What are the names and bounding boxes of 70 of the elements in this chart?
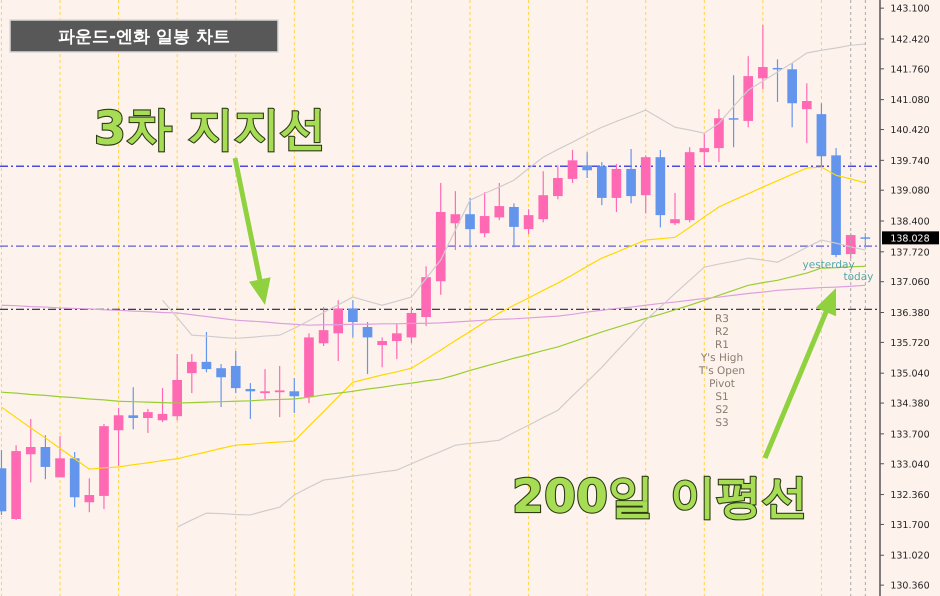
candlestick (128, 386, 138, 430)
candlestick (362, 321, 372, 375)
annotation: S3 (715, 417, 729, 429)
candlestick (158, 388, 168, 423)
candlestick (480, 191, 490, 238)
candlestick (202, 331, 212, 373)
candlestick (186, 354, 197, 394)
annotation: Pivot (709, 378, 735, 390)
y-tick-label: 137.060 (890, 277, 930, 288)
y-tick-label: 143.100 (890, 4, 930, 15)
annotation: R2 (715, 326, 729, 338)
candlestick (582, 152, 592, 179)
y-tick-label: 130.360 (890, 580, 930, 592)
y-tick-label: 138.400 (890, 216, 930, 228)
y-tick-label: 139.740 (890, 156, 930, 167)
y-tick-label: 137.720 (890, 247, 930, 258)
candlestick (758, 24, 768, 90)
candlestick (772, 58, 782, 102)
y-tick-label: 131.020 (890, 550, 930, 562)
candlestick (289, 378, 300, 414)
candlestick (450, 190, 460, 251)
text: 파운드-엔화 일봉 차트 (58, 27, 230, 47)
y-tick-label: 141.080 (890, 95, 930, 106)
candlestick (55, 436, 65, 478)
candlestick (524, 208, 534, 235)
candlestick (377, 336, 387, 368)
y-tick-label: 133.700 (890, 429, 930, 440)
annotation: R3 (715, 313, 729, 325)
candlestick (392, 322, 402, 360)
candlestick (26, 418, 36, 483)
candlestick (246, 382, 256, 420)
annotation: T's Open (698, 365, 746, 377)
y-tick-label: 139.080 (890, 186, 930, 197)
candlestick (728, 74, 738, 148)
candlestick (802, 82, 812, 144)
annotation: Y's High (700, 352, 744, 364)
y-tick-label: 140.420 (890, 125, 930, 136)
candlestick (318, 306, 328, 347)
line-series (0, 284, 866, 326)
candlestick (216, 364, 226, 408)
annotation: today (844, 271, 874, 283)
y-tick-label: 134.380 (890, 398, 930, 410)
candlestick (568, 149, 578, 184)
y-tick-label: 136.380 (890, 308, 930, 319)
y-tick-label: 132.360 (890, 490, 930, 502)
candlestick (114, 407, 124, 467)
annotation: R1 (715, 339, 729, 351)
candlestick (143, 408, 153, 434)
candlestick (509, 202, 519, 248)
candlestick (494, 182, 504, 221)
y-tick-label: 141.760 (890, 64, 930, 76)
candlestick (553, 164, 563, 200)
annotation: S2 (715, 404, 729, 416)
candlestick (860, 232, 870, 248)
y-tick-label: 135.720 (890, 338, 930, 349)
annotation: 200일 이평선 (512, 469, 808, 523)
candlestick (465, 197, 475, 248)
annotation: S1 (715, 391, 729, 403)
candlestick (670, 192, 680, 226)
y-tick-label: 131.700 (890, 520, 930, 531)
y-tick-label: 142.420 (890, 34, 930, 46)
y-tick-label: 133.040 (890, 459, 930, 470)
candlestick (230, 350, 241, 394)
price-tag: 138.028 (882, 231, 939, 244)
candlestick (348, 300, 358, 338)
annotation: 3차 지지선 (94, 101, 326, 155)
candlestick (40, 434, 50, 480)
y-tick-label: 135.040 (890, 368, 930, 380)
candlestick (699, 133, 710, 166)
candlestick (84, 478, 94, 513)
